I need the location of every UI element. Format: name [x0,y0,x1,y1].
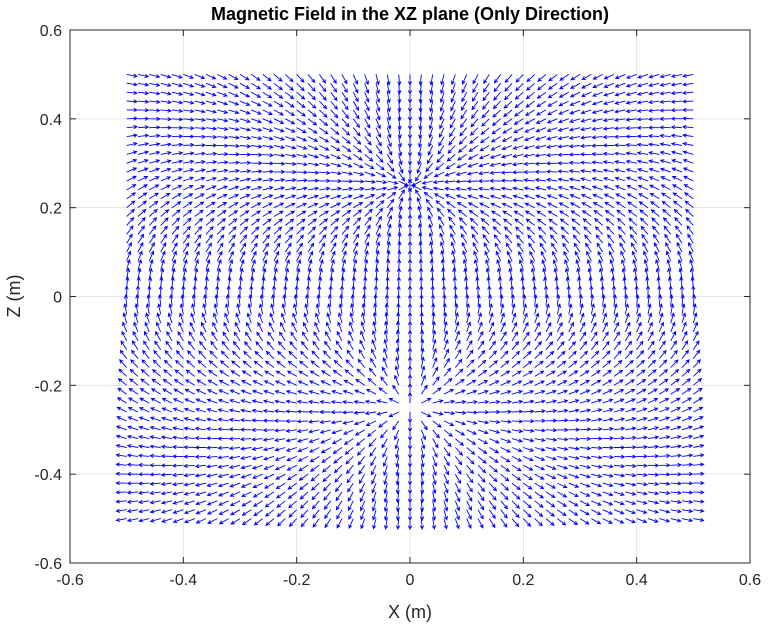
x-tick-label: 0.4 [626,572,648,589]
y-tick-label: 0.6 [40,23,62,40]
x-tick-label: -0.2 [283,572,311,589]
x-tick-label: 0.6 [739,572,761,589]
field-arrows [115,73,705,531]
y-tick-label: 0.4 [40,112,62,129]
y-tick-label: -0.6 [34,556,62,573]
y-tick-label: 0.2 [40,201,62,218]
y-tick-label: 0 [53,290,62,307]
x-axis-label: X (m) [388,602,432,622]
y-axis-label: Z (m) [4,275,24,318]
quiver-arrows [115,73,705,531]
x-tick-label: 0 [406,572,415,589]
ticks: -0.6 -0.4 -0.2 0 0.2 0.4 0.6 -0.6 -0.4 -0.2 0 0.2 0.… [34,23,761,589]
y-tick-label: -0.2 [34,378,62,395]
x-tick-label: 0.2 [512,572,534,589]
x-tick-label: -0.6 [56,572,84,589]
y-tick-label: -0.4 [34,467,62,484]
x-tick-label: -0.4 [170,572,198,589]
chart-title: Magnetic Field in the XZ plane (Only Dir… [211,4,609,24]
